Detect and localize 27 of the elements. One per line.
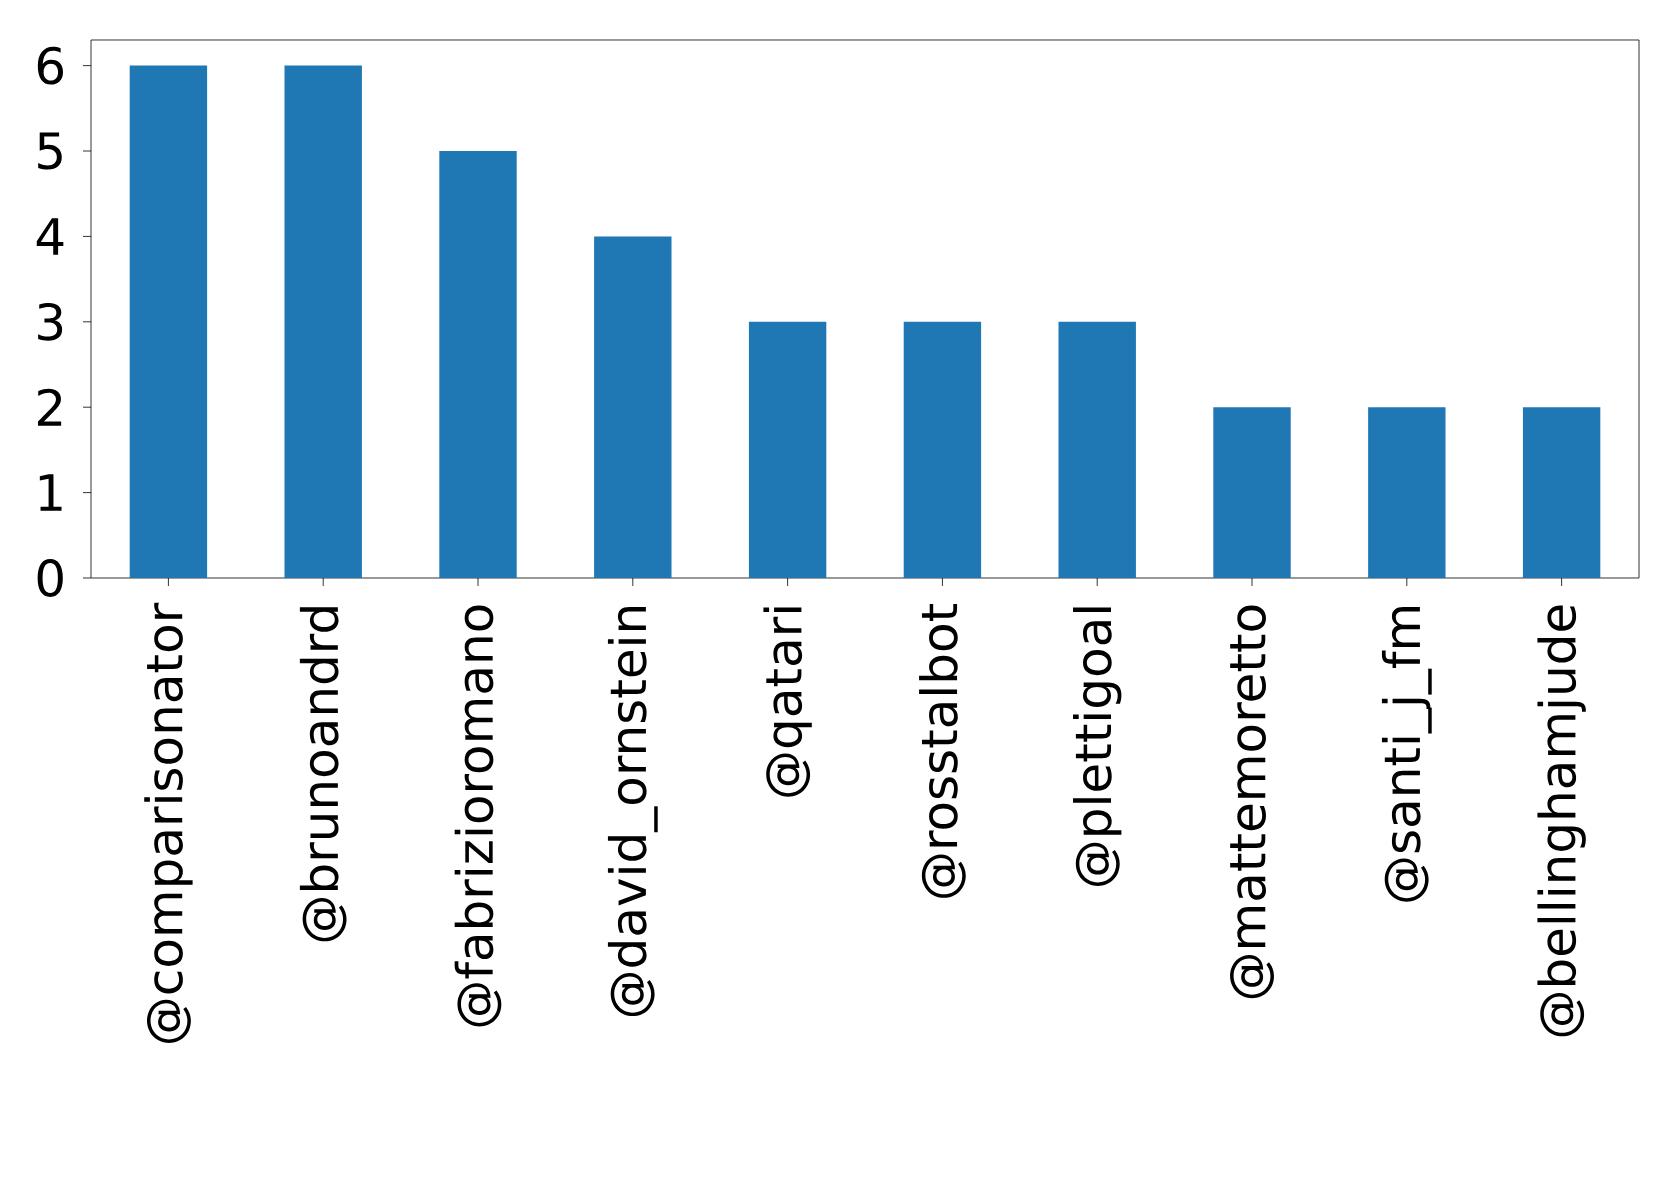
x-tick-label: @rosstalbot [919, 603, 966, 898]
x-tick-label: @qatari [763, 607, 812, 797]
y-tick-label: 3 [38, 302, 63, 341]
bar [1058, 321, 1136, 578]
y-tick-label: 4 [36, 218, 64, 255]
y-tick-label: 5 [38, 132, 62, 170]
bar [1368, 407, 1446, 578]
x-tick-label: @fabrizioromano [454, 605, 502, 1027]
x-tick-label: @plettigoal [1073, 607, 1122, 886]
bar [284, 65, 362, 578]
bar [594, 236, 672, 578]
y-tick-label: 6 [37, 46, 63, 85]
x-tick-label: @david_ornstein [607, 607, 658, 1017]
bar [1213, 407, 1291, 578]
x-tick-label: @santi_j_fm [1381, 607, 1432, 902]
x-tick-label: @comparisonator [144, 602, 193, 1043]
y-tick-label: 0 [37, 559, 63, 597]
bar [129, 65, 208, 578]
x-tick-label: @bellinghamjude [1537, 605, 1586, 1037]
y-tick-label: 1 [39, 474, 62, 511]
bar [903, 321, 982, 578]
bar [748, 321, 827, 578]
x-tick-label: @brunoandrd [299, 607, 347, 942]
bar [1522, 407, 1601, 578]
bar [439, 151, 517, 578]
x-tick-label: @mattemoretto [1230, 605, 1274, 999]
y-tick-label: 2 [37, 388, 62, 426]
